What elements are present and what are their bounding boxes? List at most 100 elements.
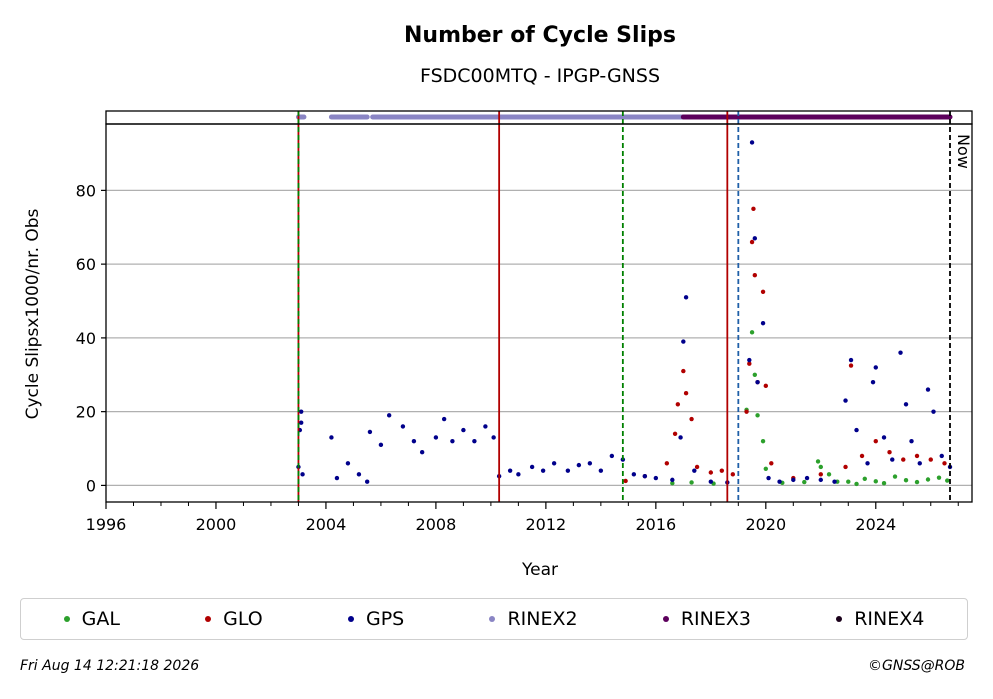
data-point-gal: [914, 479, 920, 485]
data-point-glo: [730, 472, 736, 477]
data-point-gps: [565, 468, 571, 473]
plot-area: [296, 140, 953, 487]
data-point-glo: [914, 453, 920, 459]
data-point-gps: [818, 477, 823, 483]
data-point-gps: [678, 435, 683, 440]
rinex2-marker-icon: [489, 616, 496, 622]
data-point-glo: [769, 461, 774, 466]
data-point-gps: [540, 468, 546, 473]
event-lines: [297, 111, 951, 502]
data-point-gal: [670, 480, 675, 486]
plot-frame: [105, 123, 973, 503]
legend: GAL GLO GPS RINEX2 RINEX3 RINEX4: [20, 598, 968, 640]
data-point-gps: [598, 468, 604, 473]
legend-item-rinex4: RINEX4: [836, 608, 924, 630]
data-point-gps: [925, 387, 931, 392]
data-point-gal: [854, 481, 859, 487]
legend-label: GPS: [365, 608, 405, 630]
data-point-gps: [909, 438, 914, 444]
data-point-gps: [386, 413, 392, 418]
data-point-gal: [826, 472, 832, 477]
data-point-gps: [441, 416, 447, 422]
data-point-gal: [903, 478, 909, 483]
data-point-glo: [747, 361, 752, 366]
data-point-gps: [683, 295, 689, 300]
data-point-gal: [925, 477, 931, 482]
data-point-gps: [804, 475, 810, 481]
data-point-gps: [300, 472, 305, 477]
data-point-gps: [450, 438, 455, 444]
x-tick-label: 2012: [526, 515, 567, 534]
data-point-gps: [898, 350, 903, 355]
x-tick-label: 2000: [196, 515, 237, 534]
data-point-gps: [631, 472, 637, 477]
data-point-gal: [862, 476, 867, 481]
data-point-gps: [749, 140, 755, 145]
data-point-gps: [529, 464, 535, 470]
data-point-gps: [670, 477, 675, 483]
data-point-gps: [653, 475, 659, 481]
data-point-gps: [378, 442, 384, 448]
grid-lines: [106, 189, 972, 487]
footer-timestamp: Fri Aug 14 12:21:18 2026: [20, 658, 200, 674]
legend-item-rinex2: RINEX2: [489, 608, 578, 630]
x-tick-label: 2020: [745, 515, 786, 534]
x-tick-label: 2016: [635, 515, 676, 534]
data-point-gps: [551, 461, 557, 466]
data-point-gps: [931, 409, 936, 414]
data-point-gps: [917, 461, 922, 466]
legend-item-gps: GPS: [347, 608, 405, 630]
rinex4-marker-icon: [836, 616, 843, 622]
x-tick-label: 1996: [86, 515, 127, 534]
data-point-gps: [587, 461, 593, 466]
data-point-gps: [791, 477, 796, 483]
data-point-gal: [689, 480, 694, 485]
y-axis-label: Cycle Slipsx1000/nr. Obs: [23, 208, 43, 419]
legend-label: RINEX4: [854, 608, 925, 630]
data-point-glo: [818, 472, 823, 477]
data-point-glo: [843, 464, 848, 470]
footer-credit: ©GNSS@ROB: [868, 658, 965, 674]
data-point-gps: [298, 420, 304, 425]
data-point-glo: [681, 368, 686, 374]
data-point-gal: [752, 372, 758, 377]
data-point-gps: [903, 402, 909, 407]
rinex3-marker-icon: [662, 616, 669, 622]
data-point-gps: [692, 468, 697, 473]
data-point-glo: [848, 363, 854, 368]
data-point-glo: [623, 478, 628, 484]
data-point-glo: [928, 457, 933, 462]
data-point-gps: [890, 457, 895, 462]
y-tick-label: 60: [76, 255, 96, 274]
chart-canvas: Number of Cycle Slips FSDC00MTQ - IPGP-G…: [23, 23, 973, 580]
data-point-glo: [763, 383, 769, 389]
data-point-gps: [356, 472, 362, 477]
data-point-gal: [818, 464, 823, 470]
data-point-gps: [364, 479, 370, 484]
data-point-glo: [749, 239, 755, 245]
data-point-glo: [672, 431, 678, 436]
data-point-glo: [760, 289, 766, 294]
data-point-gal: [760, 438, 766, 444]
data-point-gps: [832, 479, 837, 484]
data-point-gal: [881, 480, 887, 486]
data-point-glo: [873, 438, 878, 444]
y-tick-label: 40: [76, 329, 96, 348]
data-point-gps: [760, 320, 766, 326]
data-point-gps: [411, 438, 417, 444]
data-point-gps: [516, 472, 521, 477]
data-point-glo: [689, 416, 694, 422]
data-point-gps: [433, 435, 439, 440]
data-point-glo: [719, 468, 725, 473]
data-point-gps: [642, 473, 648, 479]
y-tick-label: 80: [76, 181, 96, 200]
data-point-gps: [334, 475, 340, 481]
data-point-glo: [901, 457, 906, 462]
data-point-gps: [298, 409, 304, 414]
data-point-gal: [802, 479, 807, 485]
legend-label: RINEX2: [507, 608, 578, 630]
data-point-glo: [675, 402, 681, 407]
chart-title: Number of Cycle Slips: [404, 23, 676, 48]
data-point-gps: [461, 427, 466, 433]
data-point-glo: [708, 470, 714, 475]
